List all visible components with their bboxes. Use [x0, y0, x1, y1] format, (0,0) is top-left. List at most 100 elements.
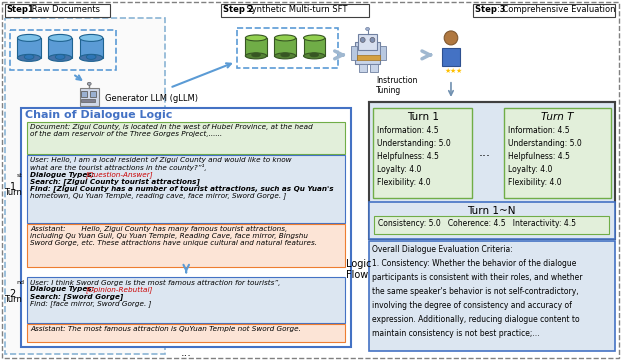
- Text: what are the tourist attractions in the county?”¹,: what are the tourist attractions in the …: [30, 164, 207, 171]
- Text: nd: nd: [17, 280, 24, 286]
- Bar: [351, 46, 357, 60]
- Bar: [27, 324, 345, 342]
- Ellipse shape: [86, 55, 96, 59]
- Bar: [357, 55, 380, 60]
- Ellipse shape: [245, 35, 267, 41]
- Text: Dialogue Types:: Dialogue Types:: [30, 286, 95, 292]
- Ellipse shape: [245, 53, 267, 59]
- Text: Search: [Zigui County tourist attractions]: Search: [Zigui County tourist attraction…: [30, 179, 200, 186]
- Ellipse shape: [365, 27, 369, 30]
- Text: Step 3: Step 3: [476, 5, 506, 14]
- Bar: [27, 155, 345, 222]
- Text: User: Hello, I am a local resident of Zigui County and would like to know: User: Hello, I am a local resident of Zi…: [30, 157, 292, 163]
- Text: Flexibility: 4.0: Flexibility: 4.0: [508, 178, 562, 187]
- Text: Raw Documents: Raw Documents: [29, 5, 100, 14]
- Text: Consistency: 5.0   Coherence: 4.5   Interactivity: 4.5: Consistency: 5.0 Coherence: 4.5 Interact…: [378, 218, 576, 227]
- Bar: [10, 30, 116, 70]
- Text: 2: 2: [10, 290, 16, 299]
- Bar: [442, 48, 460, 66]
- Text: Step 2: Step 2: [223, 5, 253, 14]
- Bar: [27, 223, 345, 268]
- Text: Assistant: The most famous attraction is QuYuan Temple not Sword Gorge.: Assistant: The most famous attraction is…: [30, 326, 301, 332]
- Bar: [303, 38, 325, 56]
- Text: 1. Consistency: Whether the behavior of the dialogue: 1. Consistency: Whether the behavior of …: [372, 260, 577, 269]
- Ellipse shape: [252, 53, 260, 57]
- Text: ...: ...: [479, 146, 491, 159]
- Ellipse shape: [87, 82, 91, 85]
- Text: Loyalty: 4.0: Loyalty: 4.0: [508, 165, 552, 174]
- Text: st: st: [17, 173, 22, 178]
- Bar: [369, 242, 615, 351]
- Ellipse shape: [49, 34, 72, 42]
- Ellipse shape: [303, 53, 325, 59]
- Bar: [79, 88, 99, 106]
- Bar: [237, 28, 337, 68]
- Text: ★: ★: [456, 68, 462, 74]
- Bar: [21, 108, 351, 347]
- Text: Generator LLM (gLLM): Generator LLM (gLLM): [105, 94, 198, 103]
- Text: Information: 4.5: Information: 4.5: [377, 126, 439, 135]
- Bar: [90, 91, 96, 97]
- Ellipse shape: [275, 35, 296, 41]
- Text: Search: [Sword Gorge]: Search: [Sword Gorge]: [30, 293, 124, 300]
- Text: including Qu Yuan Guli, Qu Yuan Temple, Reading Cave, face mirror, Bingshu: including Qu Yuan Guli, Qu Yuan Temple, …: [30, 232, 308, 239]
- Text: : Comprehensive Evaluation: : Comprehensive Evaluation: [497, 5, 615, 14]
- Text: Find: [Zigui County has a number of tourist attractions, such as Qu Yuan's: Find: [Zigui County has a number of tour…: [30, 186, 333, 193]
- Text: Instruction
Tuning: Instruction Tuning: [376, 76, 418, 95]
- Bar: [275, 38, 296, 56]
- Text: Helpfulness: 4.5: Helpfulness: 4.5: [508, 152, 570, 161]
- Text: Flexibility: 4.0: Flexibility: 4.0: [377, 178, 431, 187]
- Text: Dialogue Types:: Dialogue Types:: [30, 171, 95, 178]
- Text: Find: [face mirror, Sword Gorge. ]: Find: [face mirror, Sword Gorge. ]: [30, 300, 152, 307]
- Ellipse shape: [281, 53, 289, 57]
- Text: ★: ★: [450, 68, 456, 74]
- Text: [Question-Answer]: [Question-Answer]: [85, 171, 153, 178]
- Text: [Opinion-Rebuttal]: [Opinion-Rebuttal]: [85, 286, 153, 293]
- Bar: [27, 122, 345, 154]
- Bar: [27, 277, 345, 323]
- Ellipse shape: [49, 55, 72, 61]
- Bar: [355, 42, 380, 64]
- Text: Helpfulness: 4.5: Helpfulness: 4.5: [377, 152, 439, 161]
- Text: ★: ★: [444, 68, 451, 74]
- Text: the same speaker's behavior is not self-contradictory,: the same speaker's behavior is not self-…: [372, 287, 579, 296]
- Ellipse shape: [24, 55, 34, 59]
- Ellipse shape: [360, 38, 365, 42]
- Text: Sword Gorge, etc. These attractions have unique cultural and natural features.: Sword Gorge, etc. These attractions have…: [30, 239, 317, 245]
- Text: Understanding: 5.0: Understanding: 5.0: [508, 139, 582, 148]
- Text: Turn: Turn: [4, 188, 22, 197]
- Text: Turn: Turn: [4, 295, 22, 304]
- Bar: [359, 64, 367, 72]
- Ellipse shape: [370, 38, 375, 42]
- Text: hometown, Qu Yuan Temple, reading cave, face mirror, Sword Gorge. ]: hometown, Qu Yuan Temple, reading cave, …: [30, 193, 286, 200]
- Text: User: I think Sword Gorge is the most famous attraction for tourists”,: User: I think Sword Gorge is the most fa…: [30, 279, 280, 286]
- Text: ...: ...: [180, 348, 191, 358]
- Text: maintain consistency is not best practice;...: maintain consistency is not best practic…: [372, 329, 540, 338]
- Text: Turn 1: Turn 1: [407, 112, 439, 122]
- Text: participants is consistent with their roles, and whether: participants is consistent with their ro…: [372, 273, 583, 282]
- Bar: [369, 201, 615, 239]
- Text: Loyalty: 4.0: Loyalty: 4.0: [377, 165, 422, 174]
- Ellipse shape: [55, 55, 65, 59]
- Text: Document: Zigui County, is located in the west of Hubei Province, at the head: Document: Zigui County, is located in th…: [30, 124, 313, 130]
- Text: Chain of Dialogue Logic: Chain of Dialogue Logic: [25, 110, 173, 120]
- Text: of the dam reservoir of the Three Gorges Project,......: of the dam reservoir of the Three Gorges…: [30, 131, 222, 137]
- Bar: [49, 38, 72, 58]
- Bar: [504, 108, 611, 197]
- Bar: [380, 46, 386, 60]
- Bar: [474, 4, 615, 17]
- Bar: [17, 38, 41, 58]
- Text: Turn 1~N: Turn 1~N: [467, 205, 516, 216]
- Text: Assistant:       Hello, Zigui County has many famous tourist attractions,: Assistant: Hello, Zigui County has many …: [30, 226, 287, 232]
- Text: Understanding: 5.0: Understanding: 5.0: [377, 139, 451, 148]
- Ellipse shape: [79, 55, 103, 61]
- Text: Step1: Step1: [7, 5, 35, 14]
- Text: : Synthetic Multi-turn SFT: : Synthetic Multi-turn SFT: [241, 5, 348, 14]
- Ellipse shape: [303, 35, 325, 41]
- Text: expression. Additionally, reducing dialogue content to: expression. Additionally, reducing dialo…: [372, 316, 580, 324]
- Bar: [373, 108, 472, 197]
- Bar: [221, 4, 369, 17]
- Ellipse shape: [275, 53, 296, 59]
- Bar: [374, 216, 609, 234]
- Text: Overall Dialogue Evaluation Criteria:: Overall Dialogue Evaluation Criteria:: [372, 245, 513, 255]
